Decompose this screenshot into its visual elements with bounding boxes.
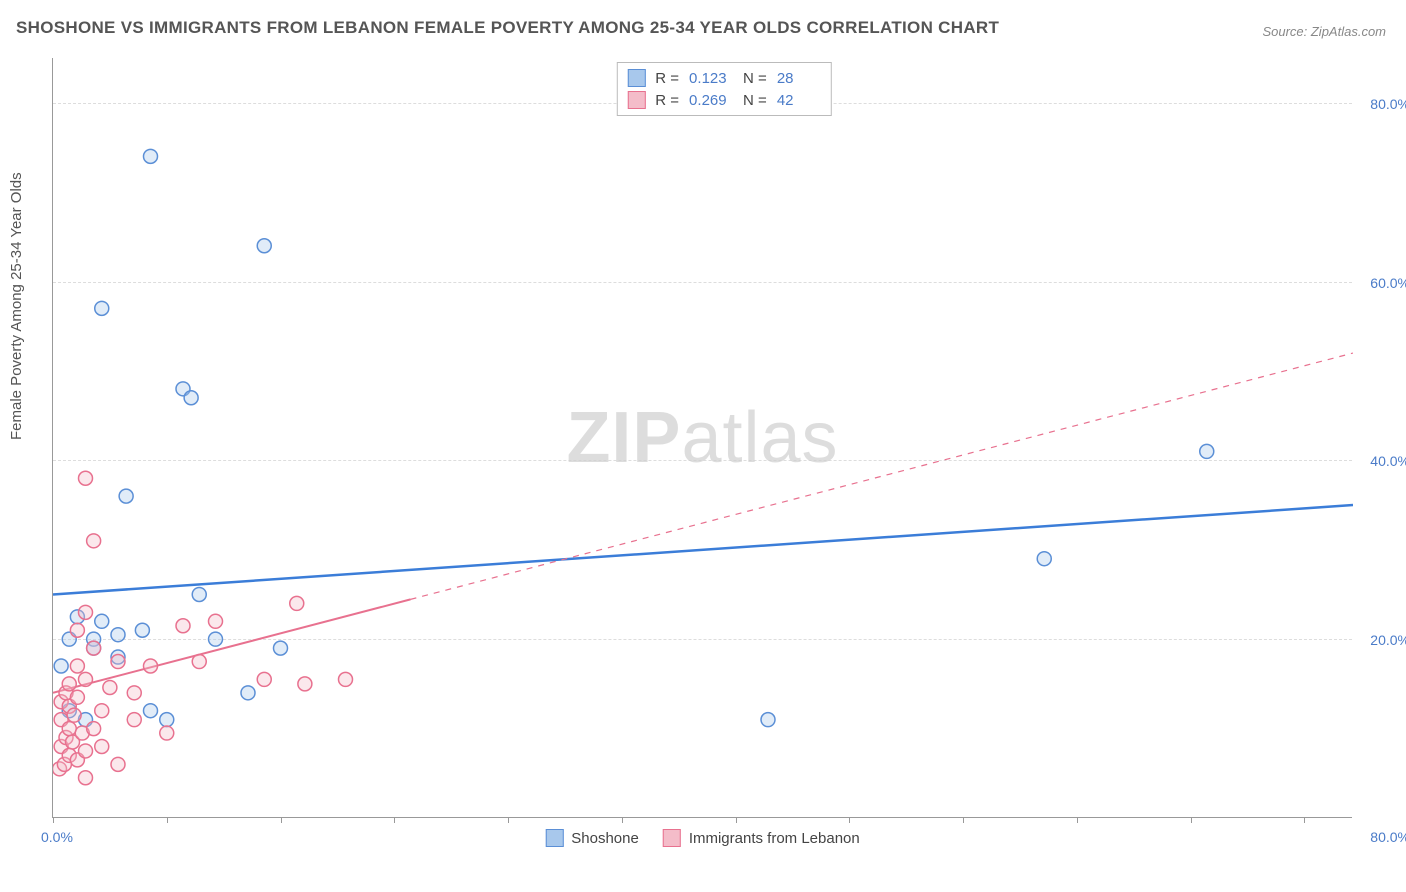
data-point — [176, 619, 190, 633]
data-point — [127, 686, 141, 700]
scatter-svg — [53, 58, 1353, 818]
data-point — [70, 659, 84, 673]
data-point — [184, 391, 198, 405]
data-point — [257, 239, 271, 253]
data-point — [79, 471, 93, 485]
data-point — [290, 596, 304, 610]
data-point — [87, 534, 101, 548]
data-point — [298, 677, 312, 691]
data-point — [761, 713, 775, 727]
legend-r-value-1: 0.123 — [689, 70, 733, 87]
legend-label-shoshone: Shoshone — [571, 830, 639, 847]
data-point — [257, 672, 271, 686]
legend-n-label: N = — [743, 70, 767, 87]
legend-stats: R = 0.123 N = 28 R = 0.269 N = 42 — [616, 62, 832, 116]
legend-stats-row-1: R = 0.123 N = 28 — [627, 67, 821, 89]
data-point — [79, 744, 93, 758]
data-point — [70, 623, 84, 637]
regression-line-extrapolated — [411, 353, 1354, 599]
data-point — [339, 672, 353, 686]
data-point — [127, 713, 141, 727]
data-point — [192, 587, 206, 601]
data-point — [95, 614, 109, 628]
data-point — [62, 722, 76, 736]
data-point — [1037, 552, 1051, 566]
legend-swatch-shoshone — [627, 69, 645, 87]
y-axis-label: Female Poverty Among 25-34 Year Olds — [8, 172, 25, 440]
legend-n-label-2: N = — [743, 92, 767, 109]
data-point — [103, 680, 117, 694]
legend-n-value-2: 42 — [777, 92, 821, 109]
data-point — [87, 722, 101, 736]
chart-container: SHOSHONE VS IMMIGRANTS FROM LEBANON FEMA… — [0, 0, 1406, 892]
legend-stats-row-2: R = 0.269 N = 42 — [627, 89, 821, 111]
data-point — [54, 659, 68, 673]
plot-area: ZIPatlas 20.0%40.0%60.0%80.0% R = 0.123 … — [52, 58, 1352, 818]
data-point — [119, 489, 133, 503]
data-point — [241, 686, 255, 700]
x-tick-label-min: 0.0% — [41, 829, 73, 845]
data-point — [79, 672, 93, 686]
data-point — [111, 757, 125, 771]
data-point — [111, 655, 125, 669]
chart-title: SHOSHONE VS IMMIGRANTS FROM LEBANON FEMA… — [16, 18, 999, 38]
data-point — [79, 605, 93, 619]
regression-line — [53, 505, 1353, 594]
y-tick-label: 40.0% — [1370, 453, 1406, 469]
data-point — [160, 713, 174, 727]
data-point — [95, 704, 109, 718]
legend-label-lebanon: Immigrants from Lebanon — [689, 830, 860, 847]
legend-r-label-2: R = — [655, 92, 679, 109]
source-attribution: Source: ZipAtlas.com — [1262, 24, 1386, 39]
regression-line — [53, 599, 411, 692]
data-point — [79, 771, 93, 785]
data-point — [111, 628, 125, 642]
legend-item-shoshone: Shoshone — [545, 829, 639, 847]
y-tick-label: 80.0% — [1370, 96, 1406, 112]
data-point — [87, 641, 101, 655]
legend-swatch-shoshone-b — [545, 829, 563, 847]
legend-swatch-lebanon — [627, 91, 645, 109]
data-point — [144, 659, 158, 673]
data-point — [192, 655, 206, 669]
data-point — [209, 632, 223, 646]
data-point — [160, 726, 174, 740]
data-point — [144, 149, 158, 163]
data-point — [62, 677, 76, 691]
y-tick-label: 20.0% — [1370, 632, 1406, 648]
data-point — [209, 614, 223, 628]
data-point — [1200, 444, 1214, 458]
data-point — [95, 301, 109, 315]
data-point — [70, 690, 84, 704]
legend-r-value-2: 0.269 — [689, 92, 733, 109]
data-point — [135, 623, 149, 637]
data-point — [95, 739, 109, 753]
legend-r-label: R = — [655, 70, 679, 87]
legend-series: Shoshone Immigrants from Lebanon — [545, 829, 859, 847]
legend-n-value-1: 28 — [777, 70, 821, 87]
x-tick-label-max: 80.0% — [1370, 829, 1406, 845]
y-tick-label: 60.0% — [1370, 275, 1406, 291]
data-point — [144, 704, 158, 718]
legend-item-lebanon: Immigrants from Lebanon — [663, 829, 860, 847]
data-point — [274, 641, 288, 655]
data-point — [67, 708, 81, 722]
legend-swatch-lebanon-b — [663, 829, 681, 847]
